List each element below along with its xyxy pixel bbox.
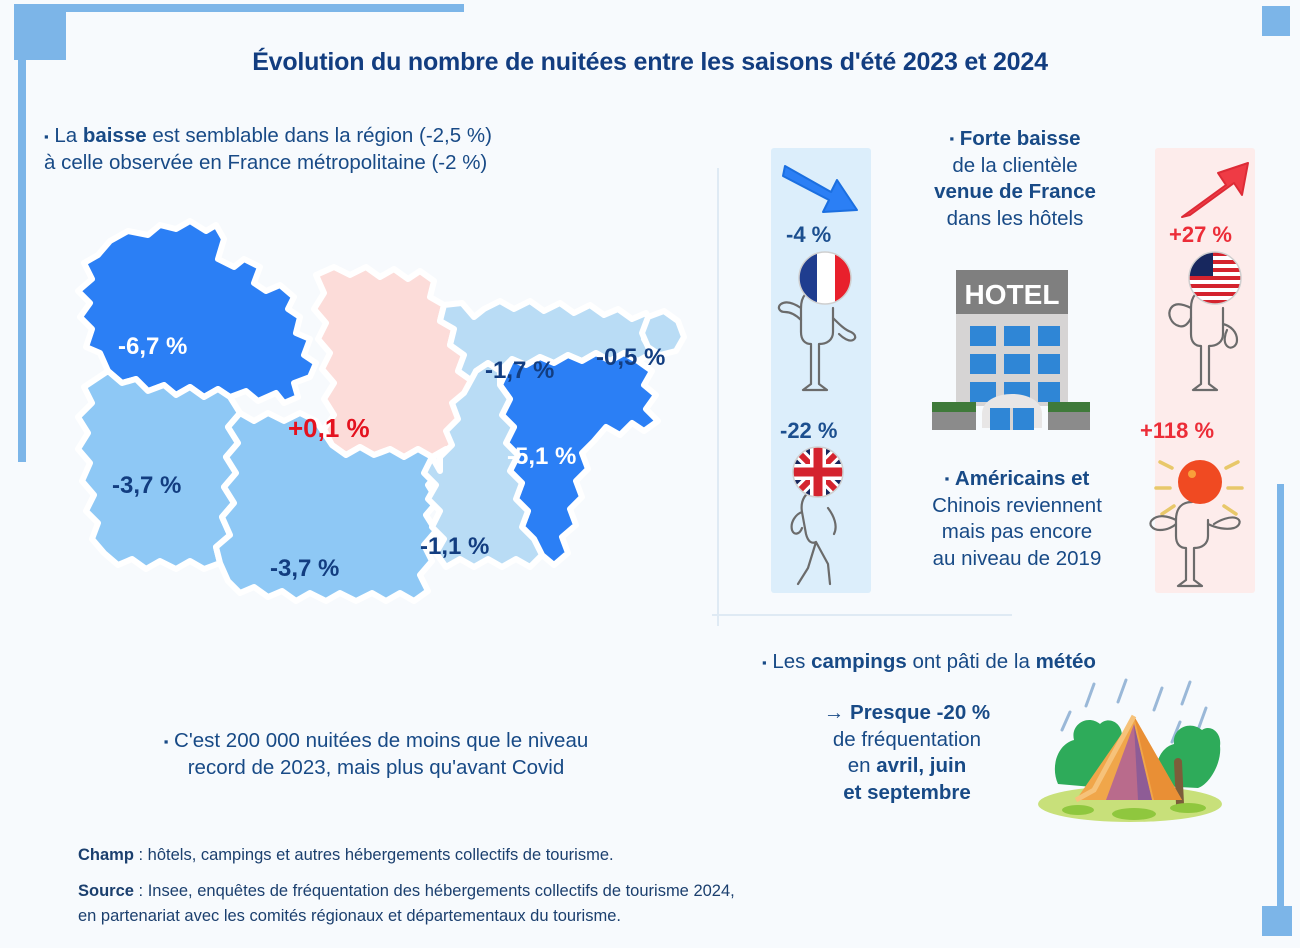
- map-label-cote-dor: +0,1 %: [288, 413, 370, 443]
- hotels-note-d: au niveau de 2019: [932, 546, 1102, 570]
- intro-line1-c: est semblable dans la région (-2,5 %): [146, 124, 492, 147]
- hotels-note-b: Chinois reviennent: [932, 493, 1102, 517]
- footer-champ-text: : hôtels, campings et autres hébergement…: [133, 846, 614, 864]
- china-percentage: +118 %: [1140, 418, 1215, 443]
- map-label-territoire-de-belfort: -0,5 %: [596, 344, 666, 371]
- map-region-yonne[interactable]: [75, 218, 319, 406]
- camping-heading-d: météo: [1035, 650, 1096, 673]
- frame-rule-right: [1277, 484, 1284, 914]
- page-title: Évolution du nombre de nuitées entre les…: [252, 48, 1048, 76]
- footer-source-text2: en partenariat avec les comités régionau…: [78, 907, 621, 926]
- map-label-nievre: -3,7 %: [112, 472, 182, 499]
- uk-percentage: -22 %: [780, 418, 838, 443]
- bottom-left-line2: record de 2023, mais plus qu'avant Covid: [187, 756, 565, 780]
- arrow-down-icon: [779, 158, 863, 220]
- intro-text: ▪ La baisse est semblable dans la région…: [44, 122, 684, 177]
- map-label-jura: -1,1 %: [420, 533, 490, 560]
- camping-line4: et septembre: [843, 780, 971, 804]
- footer-notes: Champ : hôtels, campings et autres héber…: [78, 843, 1078, 940]
- map-region-nievre[interactable]: [75, 368, 243, 572]
- divider-horizontal: [712, 614, 1012, 616]
- footer-source: Source : Insee, enquêtes de fréquentatio…: [78, 879, 1078, 930]
- map-region-jura[interactable]: [421, 360, 545, 570]
- footer-champ-label: Champ: [78, 846, 134, 864]
- france-uk-tint-column: [771, 148, 871, 593]
- divider-vertical: [717, 168, 719, 626]
- camping-detail: → Presque -20 % de fréquentation en avri…: [782, 700, 1032, 807]
- map-svg: [75, 218, 687, 604]
- camping-arrow-icon: →: [823, 701, 845, 724]
- hotels-heading-c: venue de France: [934, 180, 1096, 204]
- intro-line1-bold: baisse: [82, 124, 147, 147]
- map-label-yonne: -6,7 %: [118, 333, 188, 360]
- bullet-glyph-5: ▪: [762, 654, 767, 670]
- map-region-saone-et-loire[interactable]: [213, 410, 443, 604]
- bullet-glyph-4: ▪: [944, 471, 950, 487]
- corner-square-bottom-right: [1262, 906, 1292, 936]
- us-person-icon: [1153, 246, 1263, 396]
- france-person-icon: [769, 246, 873, 396]
- china-person-icon: [1140, 440, 1260, 590]
- arrow-up-icon: [1168, 155, 1252, 221]
- uk-person-icon: [772, 442, 872, 592]
- hotels-heading-b: de la clientèle: [952, 153, 1078, 177]
- hotels-note: ▪ Américains et Chinois reviennent mais …: [872, 466, 1162, 573]
- camping-line3-b: avril, juin: [876, 754, 967, 778]
- tent-icon: [1030, 678, 1230, 828]
- hotels-heading-d: dans les hôtels: [946, 206, 1084, 230]
- camping-heading: ▪ Les campings ont pâti de la météo: [762, 648, 1262, 675]
- camping-heading-b: campings: [811, 650, 907, 673]
- camping-heading-c: ont pâti de la: [906, 650, 1036, 673]
- us-percentage: +27 %: [1169, 222, 1232, 247]
- intro-line1-a: La: [54, 124, 83, 147]
- map-label-haute-saone: -1,7 %: [485, 357, 555, 384]
- bullet-glyph-2: ▪: [163, 733, 169, 749]
- hotels-heading-a: Forte baisse: [959, 127, 1081, 150]
- hotels-heading: ▪ Forte baisse de la clientèle venue de …: [880, 126, 1150, 233]
- corner-square-top-right: [1262, 6, 1290, 36]
- camping-line1: Presque -20 %: [850, 701, 991, 724]
- footer-source-text: : Insee, enquêtes de fréquentation des h…: [133, 881, 735, 900]
- hotel-building-icon: HOTEL: [932, 262, 1090, 438]
- footer-champ: Champ : hôtels, campings et autres héber…: [78, 843, 1078, 869]
- bottom-left-line1: C'est 200 000 nuitées de moins que le ni…: [174, 729, 589, 752]
- bullet-glyph: ▪: [44, 128, 49, 144]
- hotels-note-a: Américains et: [954, 467, 1090, 490]
- frame-rule-left: [18, 10, 26, 462]
- intro-line2: à celle observée en France métropolitain…: [44, 151, 488, 175]
- hotels-note-c: mais pas encore: [941, 520, 1093, 544]
- map-region-territoire-de-belfort[interactable]: [639, 308, 687, 358]
- bottom-left-text: ▪ C'est 200 000 nuitées de moins que le …: [46, 727, 706, 782]
- map-label-saone-et-loire: -3,7 %: [270, 555, 340, 582]
- region-map: -6,7 % -3,7 % +0,1 % -3,7 % -1,7 % -0,5 …: [48, 205, 708, 655]
- footer-source-label: Source: [78, 881, 134, 900]
- camping-line3-a: en: [847, 754, 877, 778]
- map-label-doubs: -5,1 %: [507, 443, 577, 470]
- camping-line2: de fréquentation: [832, 727, 982, 751]
- france-percentage: -4 %: [786, 222, 832, 247]
- frame-rule-top: [14, 4, 464, 12]
- hotel-sign-text: HOTEL: [965, 279, 1060, 310]
- camping-heading-a: Les: [772, 650, 812, 673]
- bullet-glyph-3: ▪: [949, 131, 955, 147]
